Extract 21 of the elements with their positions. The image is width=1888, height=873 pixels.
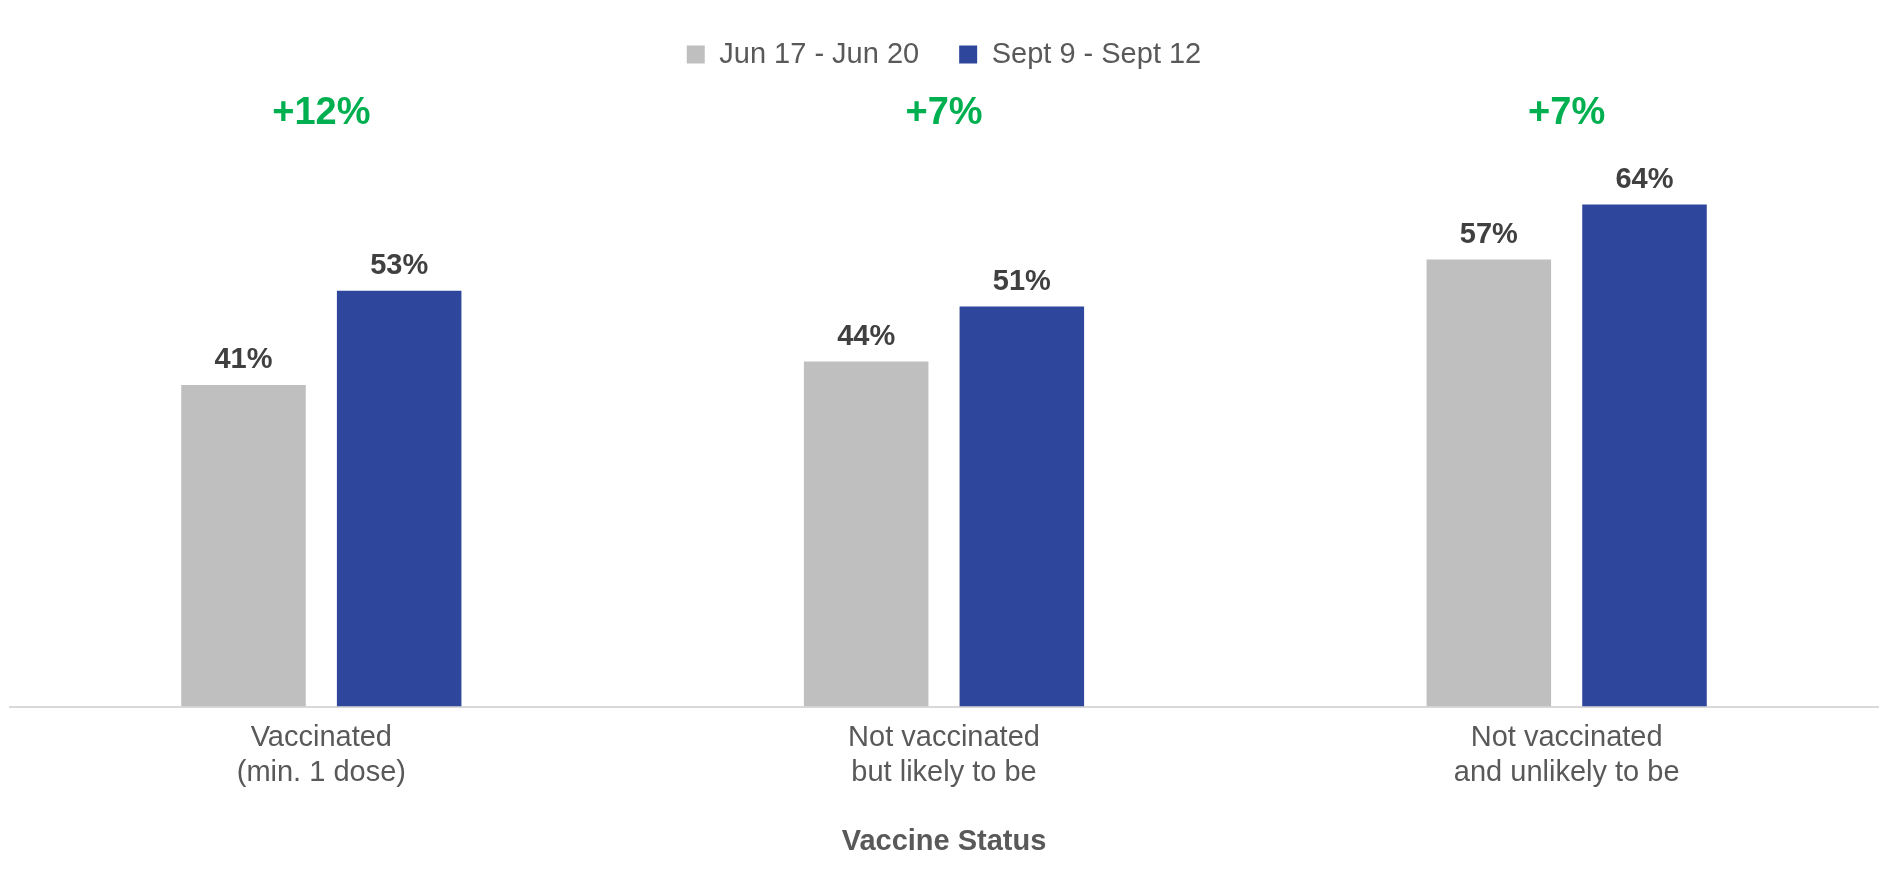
bar <box>959 306 1085 707</box>
legend-label: Jun 17 - Jun 20 <box>719 36 920 69</box>
x-axis-title: Vaccine Status <box>841 823 1047 856</box>
legend-label: Sept 9 - Sept 12 <box>991 36 1202 69</box>
text: +7% <box>1528 90 1606 133</box>
data-label: 41% <box>214 342 273 375</box>
data-label: 53% <box>370 248 429 281</box>
bar <box>1582 204 1707 707</box>
x-tick-label: Not vaccinated and unlikely to be <box>1453 720 1680 787</box>
x-tick-label: Not vaccinated but likely to be <box>848 720 1040 787</box>
bar <box>181 384 306 707</box>
data-label: 51% <box>992 264 1052 297</box>
x-tick-label: Vaccinated (min. 1 dose) <box>236 720 406 787</box>
data-label: 44% <box>837 318 896 351</box>
data-label: 64% <box>1615 162 1674 195</box>
data-label: 57% <box>1459 216 1519 249</box>
bar <box>336 290 462 707</box>
bar <box>1426 259 1552 707</box>
bar <box>803 361 929 707</box>
text: +12% <box>272 90 371 133</box>
text: +7% <box>905 90 983 133</box>
